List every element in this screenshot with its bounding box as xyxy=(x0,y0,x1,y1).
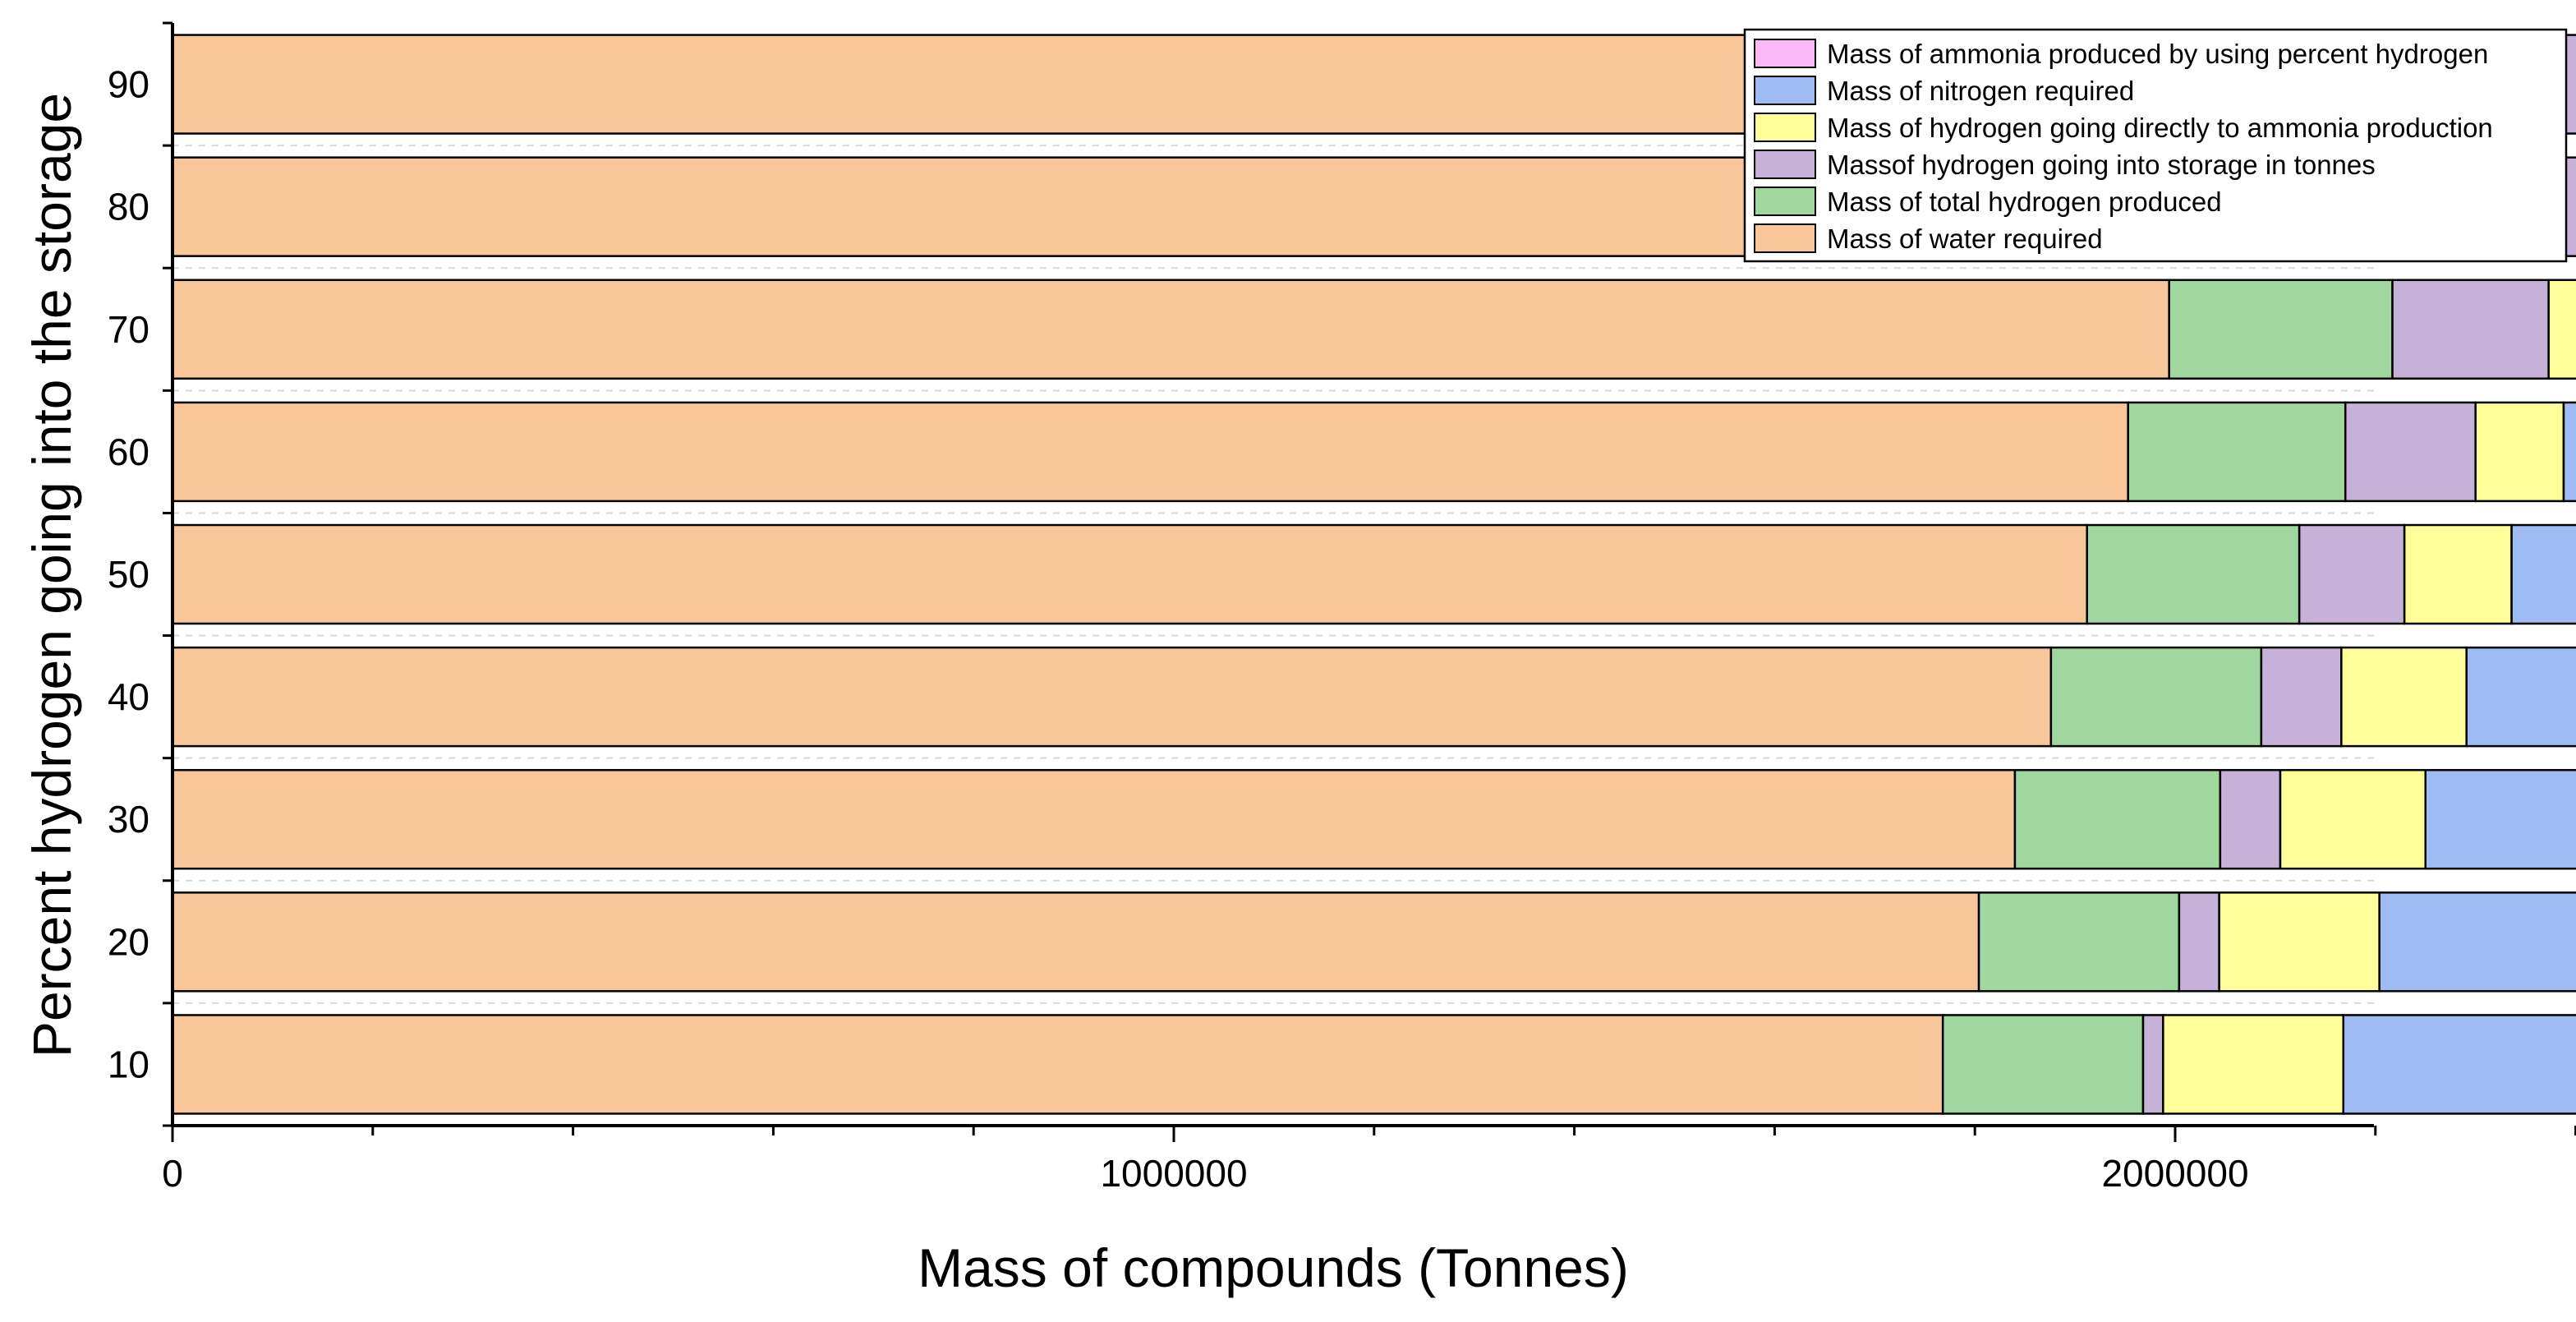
legend-swatch xyxy=(1754,39,1816,68)
bar-segment-40-series-0 xyxy=(171,646,2053,748)
bar-segment-20-series-4 xyxy=(2378,891,2576,993)
bar-segment-60-series-1 xyxy=(2127,401,2347,503)
bar-segment-70-series-0 xyxy=(171,279,2170,380)
y-axis-title: Percent hydrogen going into the storage xyxy=(21,93,82,1057)
bar-segment-40-series-4 xyxy=(2465,646,2576,748)
bar-segment-50-series-0 xyxy=(171,523,2088,625)
legend-label: Mass of total hydrogen produced xyxy=(1827,187,2222,217)
bar-segment-20-series-0 xyxy=(171,891,1980,993)
x-tick-label: 0 xyxy=(162,1152,183,1195)
legend-swatch xyxy=(1754,187,1816,216)
y-tick-label-60: 60 xyxy=(108,431,150,473)
bar-segment-10-series-2 xyxy=(2141,1014,2164,1115)
bar-segment-10-series-3 xyxy=(2162,1014,2345,1115)
bar-segment-70-series-2 xyxy=(2391,279,2550,380)
bar-segment-30-series-1 xyxy=(2013,768,2222,870)
bar-segment-10-series-4 xyxy=(2342,1014,2576,1115)
bar-segment-60-series-3 xyxy=(2474,401,2565,503)
y-tick-label-70: 70 xyxy=(108,308,150,351)
legend-box xyxy=(1743,28,2568,263)
legend-swatch xyxy=(1754,76,1816,105)
x-tick-label: 2000000 xyxy=(2101,1152,2248,1195)
bar-segment-60-series-0 xyxy=(171,401,2129,503)
x-axis-title: Mass of compounds (Tonnes) xyxy=(918,1237,1629,1298)
legend-label: Mass of hydrogen going directly to ammon… xyxy=(1827,113,2493,143)
bar-segment-20-series-3 xyxy=(2218,891,2380,993)
y-tick-label-50: 50 xyxy=(108,553,150,596)
bar-segment-60-series-2 xyxy=(2344,401,2477,503)
bar-segment-20-series-1 xyxy=(1977,891,2181,993)
bar-segment-50-series-1 xyxy=(2086,523,2301,625)
legend-swatch xyxy=(1754,150,1816,179)
y-tick-label-40: 40 xyxy=(108,675,150,718)
bar-segment-70-series-1 xyxy=(2168,279,2394,380)
legend-label: Mass of water required xyxy=(1827,223,2103,254)
y-tick-label-90: 90 xyxy=(108,63,150,106)
bar-segment-50-series-2 xyxy=(2298,523,2406,625)
y-tick-label-80: 80 xyxy=(108,186,150,228)
bar-segment-40-series-2 xyxy=(2260,646,2343,748)
legend-label: Massof hydrogen going into storage in to… xyxy=(1827,150,2376,180)
y-tick-label-30: 30 xyxy=(108,798,150,841)
x-axis-ticks: 01000000200000030000004000000 xyxy=(162,1126,2576,1195)
legend-swatch xyxy=(1754,113,1816,142)
legend-swatch xyxy=(1754,223,1816,253)
bar-segment-60-series-4 xyxy=(2562,401,2576,503)
bar-segment-30-series-4 xyxy=(2424,768,2576,870)
legend-label: Mass of nitrogen required xyxy=(1827,76,2134,106)
bar-segment-10-series-0 xyxy=(171,1014,1944,1115)
bar-segment-30-series-3 xyxy=(2279,768,2427,870)
bar-segment-30-series-2 xyxy=(2219,768,2282,870)
bar-segment-70-series-3 xyxy=(2547,279,2576,380)
bar-segment-50-series-3 xyxy=(2403,523,2513,625)
x-tick-label: 1000000 xyxy=(1100,1152,1247,1195)
axes xyxy=(171,23,2374,1127)
bar-segment-20-series-2 xyxy=(2178,891,2220,993)
bar-segment-10-series-1 xyxy=(1941,1014,2145,1115)
bar-segment-40-series-3 xyxy=(2340,646,2468,748)
y-tick-label-10: 10 xyxy=(108,1043,150,1085)
bar-segment-40-series-1 xyxy=(2049,646,2263,748)
legend-label: Mass of ammonia produced by using percen… xyxy=(1827,39,2488,69)
y-axis-ticks: 10 20 30 40 50 60 70 80 90 xyxy=(108,21,172,1127)
legend: Mass of ammonia produced by using percen… xyxy=(1743,28,2568,263)
bar-segment-50-series-4 xyxy=(2510,523,2576,625)
bar-segment-30-series-0 xyxy=(171,768,2017,870)
y-tick-label-20: 20 xyxy=(108,920,150,963)
